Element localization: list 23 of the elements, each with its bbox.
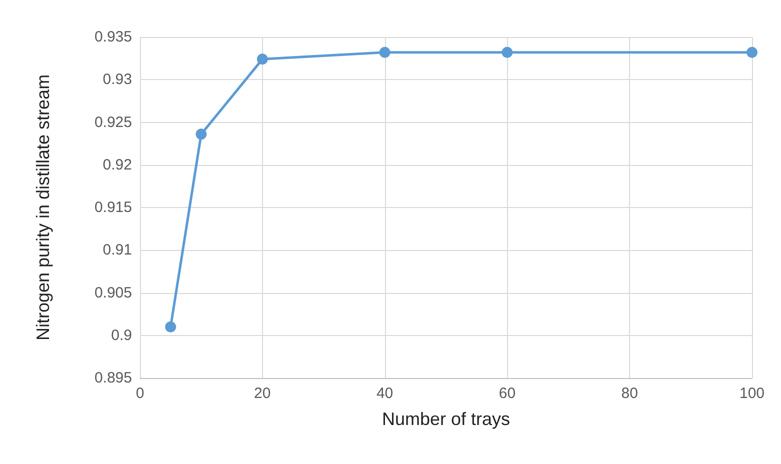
- x-tick-label: 100: [739, 385, 765, 402]
- x-tick-label: 80: [621, 385, 638, 402]
- x-tick-label: 20: [254, 385, 271, 402]
- x-tick-label: 40: [376, 385, 394, 402]
- y-tick-label: 0.91: [102, 242, 132, 259]
- y-tick-label: 0.93: [102, 71, 132, 88]
- y-axis-title: Nitrogen purity in distillate stream: [33, 74, 53, 341]
- point: [165, 321, 176, 332]
- y-tick-label: 0.935: [94, 28, 132, 46]
- x-axis-title: Number of trays: [382, 409, 510, 429]
- y-tick-label: 0.905: [94, 284, 132, 302]
- y-tick-label: 0.9: [111, 326, 132, 344]
- x-tick-label: 0: [136, 385, 144, 402]
- x-tick-label: 60: [498, 385, 516, 402]
- y-tick-label: 0.895: [94, 370, 132, 386]
- y-tick-label: 0.915: [94, 199, 132, 216]
- point: [746, 46, 758, 58]
- point: [502, 46, 513, 58]
- point: [196, 128, 207, 140]
- point: [256, 54, 268, 65]
- point: [379, 46, 390, 58]
- y-tick-label: 0.92: [102, 156, 132, 174]
- y-tick-label: 0.925: [94, 114, 132, 131]
